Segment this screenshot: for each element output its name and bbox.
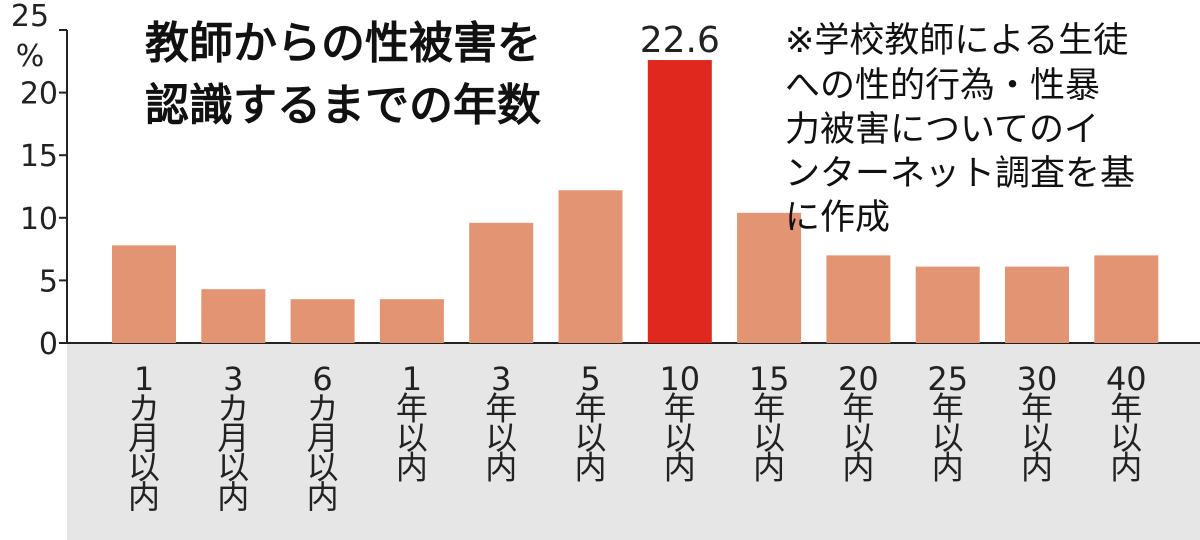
category-label-part: 月 — [307, 419, 339, 457]
data-label-highlight: 22.6 — [640, 20, 720, 61]
category-label-part: 年 — [753, 390, 785, 428]
bar — [469, 222, 534, 343]
title-line-2: 認識するまでの年数 — [145, 80, 541, 131]
category-label-part: 内 — [485, 449, 517, 487]
category-label-part: 以 — [842, 419, 874, 457]
category-label-part: 内 — [217, 478, 249, 516]
bar — [737, 212, 802, 343]
category-label-part: 以 — [485, 419, 517, 457]
category-label-part: 年 — [932, 390, 964, 428]
note-line-5: に作成 — [785, 198, 890, 238]
category-label-part: カ — [128, 390, 160, 428]
category-label-part: 年 — [842, 390, 874, 428]
y-tick-label: 20 — [20, 77, 58, 112]
category-label-part: 年 — [1021, 390, 1053, 428]
category-label-part: 内 — [664, 449, 696, 487]
category-label-part: 年 — [396, 390, 428, 428]
y-tick-label: 5 — [39, 264, 58, 299]
y-tick-label-top: 25 — [11, 0, 49, 34]
category-label-part: 以 — [307, 449, 339, 487]
category-label-part: カ — [217, 390, 249, 428]
category-label-part: カ — [307, 390, 339, 428]
category-label-part: 以 — [1021, 419, 1053, 457]
category-label-part: 内 — [753, 449, 785, 487]
category-label-part: 25 — [927, 360, 968, 398]
y-tick-labels: 0 5 10 15 20 — [20, 77, 58, 362]
bar — [112, 245, 176, 343]
note-line-4: ンターネット調査を基 — [785, 154, 1135, 194]
category-label-part: 30 — [1017, 360, 1058, 398]
title-line-1: 教師からの性被害を — [145, 18, 541, 69]
y-tick-label: 0 — [39, 327, 58, 362]
bar — [379, 299, 444, 343]
category-label-part: 年 — [1110, 390, 1142, 428]
category-label-part: 以 — [217, 449, 249, 487]
y-tick-label: 15 — [20, 139, 58, 174]
bar — [558, 190, 623, 343]
bar — [647, 60, 712, 343]
category-label-part: 以 — [664, 419, 696, 457]
category-label-part: 内 — [307, 478, 339, 516]
category-label-part: 10 — [659, 360, 700, 398]
chart-title: 教師からの性被害を 認識するまでの年数 — [145, 18, 541, 131]
category-label-part: 月 — [128, 419, 160, 457]
bars — [112, 60, 1159, 343]
category-label-part: 1 — [134, 360, 154, 398]
category-label-part: 以 — [574, 419, 606, 457]
category-label-part: 以 — [396, 419, 428, 457]
category-label-part: 5 — [580, 360, 600, 398]
category-label-part: 6 — [312, 360, 332, 398]
category-label-part: 月 — [217, 419, 249, 457]
category-labels: 1カ月以内3カ月以内6カ月以内1年以内3年以内5年以内10年以内15年以内20年… — [128, 360, 1147, 516]
category-label-part: 15 — [749, 360, 790, 398]
category-label-part: 以 — [753, 419, 785, 457]
category-label-part: 以 — [1110, 419, 1142, 457]
category-label-part: 内 — [842, 449, 874, 487]
note-line-1: ※学校教師による生徒 — [785, 21, 1128, 61]
category-label-part: 内 — [574, 449, 606, 487]
category-label-part: 20 — [838, 360, 879, 398]
category-label-part: 以 — [128, 449, 160, 487]
bar — [826, 255, 891, 343]
source-note: ※学校教師による生徒 への性的行為・性暴 力被害についてのイ ンターネット調査を… — [785, 21, 1135, 238]
note-line-2: への性的行為・性暴 — [785, 66, 1100, 106]
y-axis-ticks — [59, 29, 67, 344]
bar — [1005, 266, 1069, 343]
y-axis-unit: % — [16, 39, 45, 74]
category-label-part: 3 — [491, 360, 511, 398]
category-label-part: 40 — [1106, 360, 1147, 398]
category-label-part: 内 — [1110, 449, 1142, 487]
bar — [290, 299, 355, 343]
category-band — [67, 343, 1200, 540]
category-label-part: 1 — [402, 360, 422, 398]
category-label-part: 年 — [664, 390, 696, 428]
category-label-part: 3 — [223, 360, 243, 398]
category-label-part: 年 — [485, 390, 517, 428]
category-label-part: 年 — [574, 390, 606, 428]
bar — [201, 289, 266, 343]
note-line-3: 力被害についてのイ — [785, 110, 1099, 150]
category-label-part: 内 — [1021, 449, 1053, 487]
category-label-part: 内 — [396, 449, 428, 487]
bar — [1094, 255, 1159, 343]
category-label-part: 内 — [128, 478, 160, 516]
category-label-part: 以 — [932, 419, 964, 457]
y-tick-label: 10 — [20, 202, 58, 237]
bar — [915, 266, 980, 343]
category-label-part: 内 — [932, 449, 964, 487]
